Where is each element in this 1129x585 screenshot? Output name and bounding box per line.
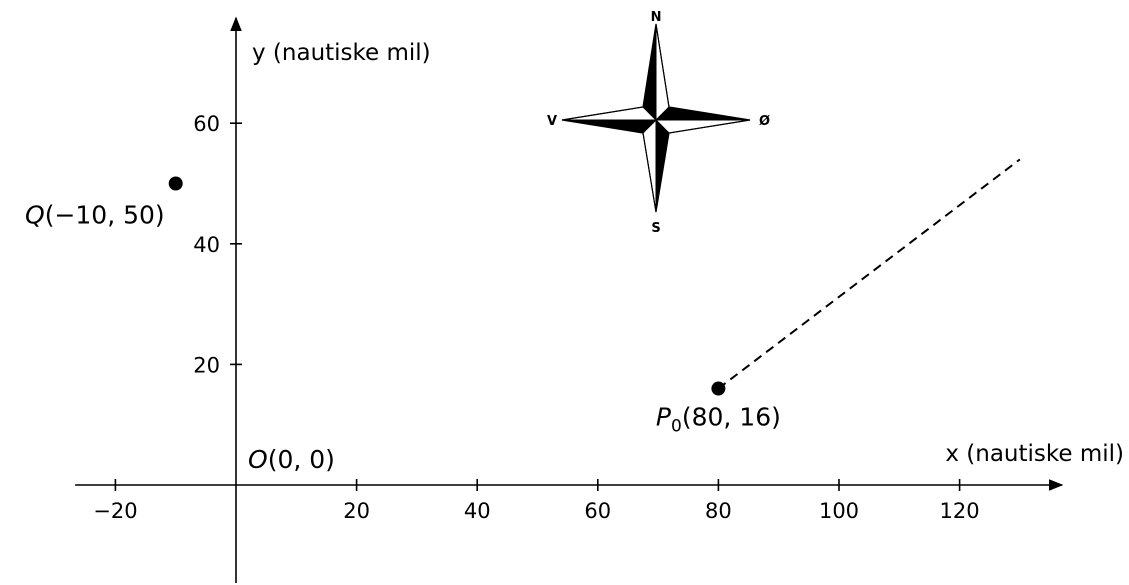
point-q-letter: Q bbox=[25, 201, 45, 230]
origin-label: O(0, 0) bbox=[248, 445, 335, 474]
y-tick-label: 20 bbox=[193, 353, 220, 377]
origin-coords: (0, 0) bbox=[268, 445, 335, 474]
y-tick-label: 60 bbox=[193, 112, 220, 136]
x-tick-label: 60 bbox=[584, 499, 611, 523]
compass-north-label: N bbox=[651, 10, 662, 25]
x-tick-label: 40 bbox=[464, 499, 491, 523]
x-tick-label: 20 bbox=[343, 499, 370, 523]
x-tick-label: 80 bbox=[705, 499, 732, 523]
point-q bbox=[168, 176, 183, 191]
point-p0-label: P0(80, 16) bbox=[656, 403, 781, 437]
y-tick-label: 40 bbox=[193, 233, 220, 257]
point-p0-letter: P bbox=[656, 403, 672, 432]
point-p0 bbox=[711, 381, 726, 396]
x-axis-ticks: −20 20 40 60 80 100 120 bbox=[93, 479, 980, 523]
course-line bbox=[717, 158, 1021, 390]
x-tick-label: 100 bbox=[819, 499, 859, 523]
compass-west-label: V bbox=[547, 114, 557, 129]
origin-letter: O bbox=[248, 445, 268, 474]
point-p0-coords: (80, 16) bbox=[682, 403, 781, 432]
x-tick-label: 120 bbox=[940, 499, 980, 523]
x-axis-title: x (nautiske mil) bbox=[945, 441, 1124, 467]
x-tick-label: −20 bbox=[93, 499, 137, 523]
compass-rose: N S Ø V bbox=[547, 10, 770, 236]
y-axis-title: y (nautiske mil) bbox=[252, 40, 431, 66]
y-axis-ticks: 20 40 60 bbox=[193, 112, 242, 377]
point-q-coords: (−10, 50) bbox=[45, 201, 165, 230]
compass-south-label: S bbox=[651, 221, 660, 236]
compass-east-label: Ø bbox=[759, 114, 770, 129]
point-q-label: Q(−10, 50) bbox=[25, 201, 165, 230]
point-p0-subscript: 0 bbox=[671, 417, 682, 437]
